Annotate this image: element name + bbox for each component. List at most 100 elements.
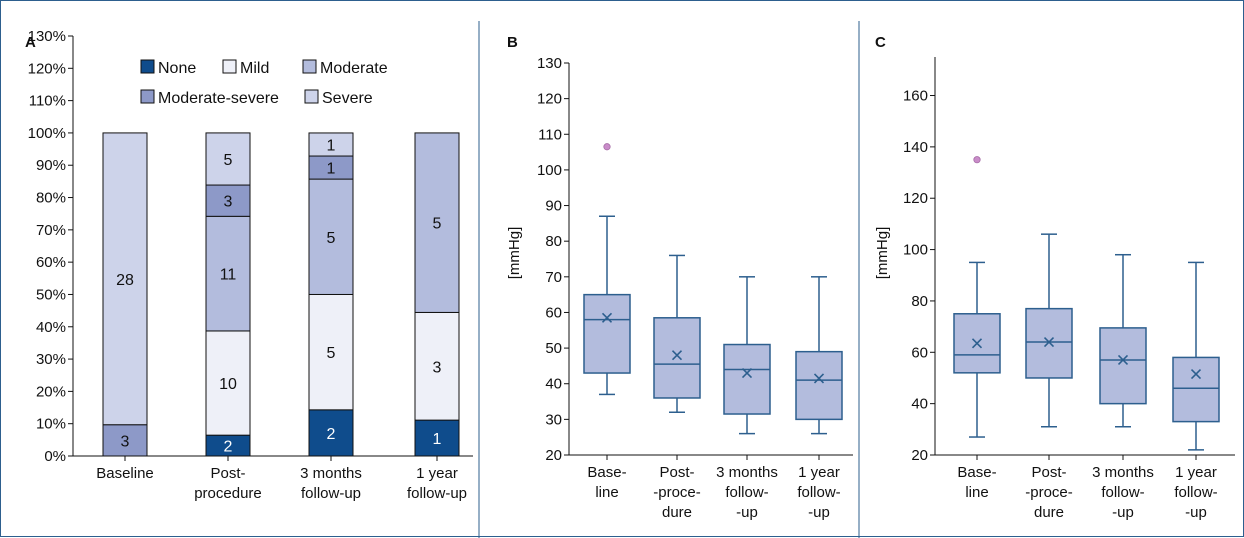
ytick-label-b: 40 — [545, 376, 562, 393]
legend-swatch-moderate-severe — [140, 89, 155, 104]
segment-label: 1 — [327, 137, 336, 154]
segment-label: 5 — [433, 216, 442, 233]
ylabel-b: [mmHg] — [506, 227, 523, 280]
category-label-a: Baseline — [96, 465, 154, 482]
ytick-label-b: 130 — [537, 55, 562, 72]
category-label-c: Base- — [957, 464, 996, 481]
outlier-point — [603, 143, 611, 151]
ytick-label-c: 40 — [911, 396, 928, 413]
segment-label: 11 — [220, 267, 237, 284]
ytick-label-b: 100 — [537, 162, 562, 179]
category-label-a: procedure — [194, 485, 262, 502]
legend-swatch-severe — [304, 89, 319, 104]
ytick-label-a: 110% — [29, 93, 66, 110]
ytick-label-a: 90% — [36, 157, 66, 174]
ytick-label-b: 20 — [545, 447, 562, 464]
category-label-b: -up — [736, 504, 758, 521]
ytick-label-a: 70% — [36, 222, 66, 239]
bar-segment-none — [308, 409, 354, 457]
box-iqr — [723, 343, 771, 415]
category-label-b: 1 year — [798, 464, 840, 481]
legend-swatch-moderate — [302, 59, 317, 74]
ytick-label-c: 140 — [903, 139, 928, 156]
ytick-label-a: 130% — [28, 28, 66, 45]
segment-label: 5 — [224, 152, 233, 169]
ytick-label-b: 90 — [545, 198, 562, 215]
box-iqr — [1025, 307, 1073, 379]
bar-segment-severe — [308, 132, 354, 157]
outlier-point — [973, 156, 981, 164]
box-iqr — [795, 350, 843, 421]
ytick-label-a: 10% — [36, 416, 66, 433]
mean-marker — [1043, 336, 1055, 348]
ytick-label-b: 120 — [537, 91, 562, 108]
box-iqr — [653, 317, 701, 399]
category-label-b: dure — [662, 504, 692, 521]
ytick-label-b: 50 — [545, 340, 562, 357]
ytick-label-b: 30 — [545, 411, 562, 428]
ytick-label-a: 80% — [36, 190, 66, 207]
segment-label: 5 — [327, 230, 336, 247]
category-label-b: 3 months — [716, 464, 778, 481]
category-label-b: -up — [808, 504, 830, 521]
ytick-label-c: 20 — [911, 447, 928, 464]
category-label-c: 1 year — [1175, 464, 1217, 481]
category-label-b: Post- — [659, 464, 694, 481]
legend-label: None — [158, 60, 196, 77]
segment-label: 2 — [224, 439, 233, 456]
mean-marker — [1190, 369, 1202, 380]
segment-label: 3 — [121, 433, 130, 450]
category-label-c: line — [965, 484, 988, 501]
segment-label: 3 — [433, 359, 442, 376]
box-iqr — [1172, 356, 1220, 423]
legend-label: Severe — [322, 90, 373, 107]
category-label-a: follow-up — [407, 485, 467, 502]
segment-label: 5 — [327, 345, 336, 362]
bar-segment-none — [414, 419, 460, 457]
ytick-label-b: 110 — [538, 126, 562, 143]
ylabel-c: [mmHg] — [874, 227, 891, 280]
legend-swatch-none — [140, 59, 155, 74]
ytick-label-a: 50% — [36, 286, 66, 303]
panel-letter-c: C — [875, 34, 886, 51]
mean-marker — [971, 338, 983, 349]
panel-a: 0% 10% 20% 30% 40% 50% 60% 70% 80% 90% 100% 110% 120… — [28, 28, 473, 502]
segment-label: 1 — [327, 161, 336, 178]
mean-marker — [671, 350, 683, 361]
mean-marker — [601, 312, 613, 323]
ytick-label-b: 80 — [545, 233, 562, 250]
segment-label: 10 — [219, 376, 237, 393]
legend-label: Mild — [240, 60, 269, 77]
category-label-c: -up — [1112, 504, 1134, 521]
category-label-c: dure — [1034, 504, 1064, 521]
category-label-c: 3 months — [1092, 464, 1154, 481]
ytick-label-a: 120% — [28, 60, 66, 77]
ytick-label-c: 60 — [911, 344, 928, 361]
ytick-label-a: 20% — [36, 383, 66, 400]
category-label-b: line — [595, 484, 618, 501]
segment-label: 1 — [433, 431, 442, 448]
legend-a: None Mild Moderate Moderate-severe Severe — [140, 59, 388, 107]
ytick-label-a: 40% — [36, 319, 66, 336]
bar-segment-moderate — [414, 132, 460, 313]
category-label-b: -proce- — [653, 484, 701, 501]
legend-label: Moderate-severe — [158, 90, 279, 107]
ytick-label-b: 60 — [545, 304, 562, 321]
ytick-label-a: 30% — [36, 351, 66, 368]
category-label-c: follow- — [1101, 484, 1144, 501]
ytick-label-b: 70 — [545, 269, 562, 286]
panel-letter-a: A — [25, 34, 36, 51]
category-label-c: -up — [1185, 504, 1207, 521]
ytick-label-a: 0% — [44, 448, 66, 465]
ytick-label-a: 100% — [28, 125, 66, 142]
category-label-b: follow- — [797, 484, 840, 501]
mean-marker — [813, 373, 825, 384]
segment-label: 3 — [224, 194, 233, 211]
bar-segment-severe — [102, 132, 148, 426]
legend-label: Moderate — [320, 60, 388, 77]
category-label-b: Base- — [587, 464, 626, 481]
bar-segment-mild — [308, 293, 354, 411]
bar-segment-severe — [205, 132, 251, 186]
